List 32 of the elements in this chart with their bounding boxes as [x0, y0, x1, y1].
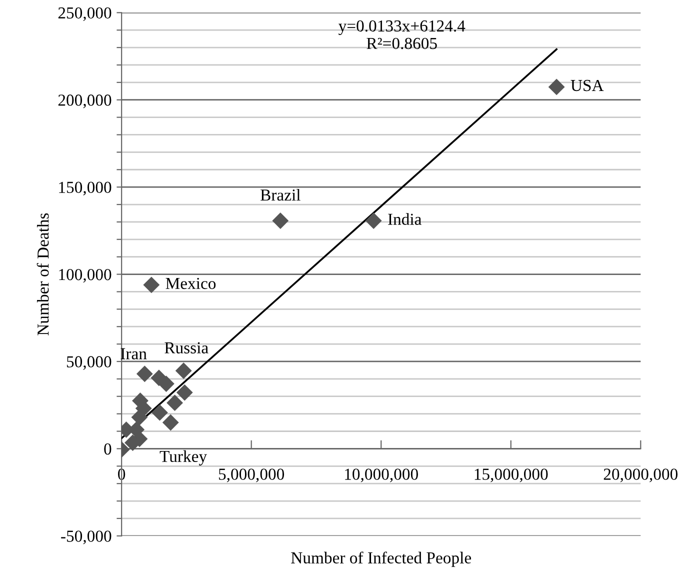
annotation: India — [388, 213, 422, 225]
x-axis-title: Number of Infected People — [291, 552, 472, 567]
annotation: Russia — [164, 342, 208, 354]
annotation: Brazil — [260, 188, 300, 201]
x-tick-label: 15,000,000 — [474, 468, 548, 482]
annotation: Mexico — [166, 278, 216, 290]
y-tick-label: -50,000 — [61, 530, 112, 544]
point — [176, 384, 193, 401]
y-tick-label: 250,000 — [58, 7, 112, 21]
point — [152, 404, 168, 421]
point — [166, 394, 183, 412]
y-tick-label: 100,000 — [59, 268, 112, 283]
annotation: y=0.0133x+6124.4 R²=0.8605 — [338, 20, 466, 50]
point — [365, 212, 382, 229]
x-tick-label: 20,000,000 — [604, 468, 678, 482]
point — [158, 376, 174, 392]
y-tick-label: 150,000 — [59, 182, 112, 196]
point — [136, 366, 153, 382]
y-tick-label: 50,000 — [66, 356, 112, 370]
annotation: Turkey — [160, 450, 207, 466]
x-tick-label: 5,000,000 — [218, 468, 284, 482]
point — [162, 414, 179, 431]
point — [131, 409, 148, 426]
point — [272, 212, 289, 229]
y-axis-title: Number of Deaths — [36, 213, 49, 336]
y-tick-label: 0 — [104, 443, 112, 455]
point — [175, 362, 192, 379]
x-tick-label: 10,000,000 — [345, 468, 418, 482]
y-tick-label: 200,000 — [58, 94, 112, 108]
annotation: USA — [570, 80, 604, 92]
point — [143, 276, 160, 294]
point — [548, 78, 565, 96]
